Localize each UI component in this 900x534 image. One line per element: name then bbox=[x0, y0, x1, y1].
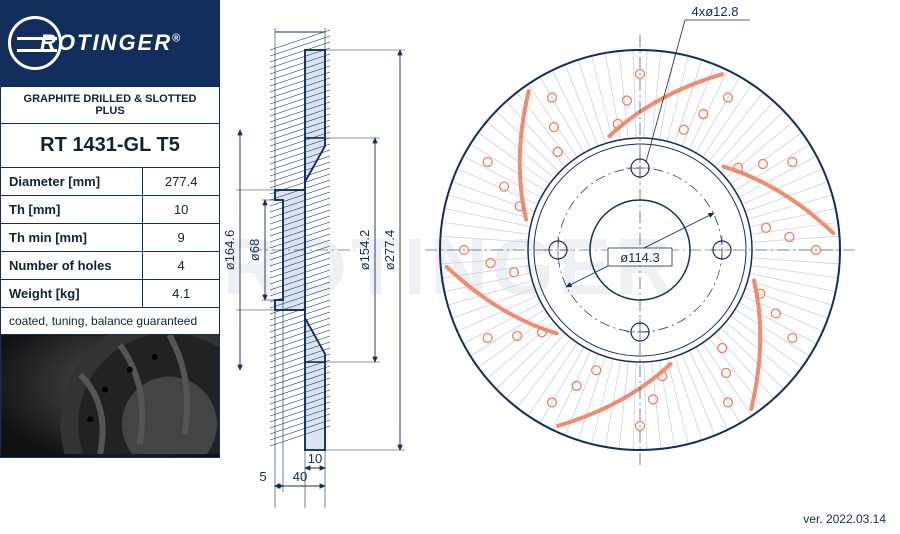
brand-logo-icon bbox=[8, 16, 62, 70]
table-row: Weight [kg]4.1 bbox=[1, 280, 220, 308]
table-row: Number of holes4 bbox=[1, 252, 220, 280]
svg-text:10: 10 bbox=[308, 451, 322, 466]
product-image bbox=[1, 335, 220, 458]
spec-table: GRAPHITE DRILLED & SLOTTED PLUS RT 1431-… bbox=[0, 86, 220, 458]
spec-note: coated, tuning, balance guaranteed bbox=[1, 308, 220, 335]
svg-text:ø164.6: ø164.6 bbox=[222, 230, 237, 270]
table-row: Th min [mm]9 bbox=[1, 224, 220, 252]
svg-text:40: 40 bbox=[293, 469, 307, 484]
version: ver. 2022.03.14 bbox=[803, 512, 886, 526]
technical-drawing: ø277.4 ø154.2 ø164.6 ø68 1040 5 4xø12.8 ø114.3 bbox=[220, 0, 900, 534]
svg-text:ø277.4: ø277.4 bbox=[382, 230, 397, 270]
svg-text:ø68: ø68 bbox=[247, 239, 262, 261]
product-line: GRAPHITE DRILLED & SLOTTED PLUS bbox=[1, 87, 220, 124]
table-row: Th [mm]10 bbox=[1, 196, 220, 224]
side-view bbox=[250, 30, 355, 450]
spec-panel: ROTINGER® GRAPHITE DRILLED & SLOTTED PLU… bbox=[0, 0, 220, 458]
svg-text:ø114.3: ø114.3 bbox=[620, 250, 660, 265]
brand-logo: ROTINGER® bbox=[0, 0, 220, 86]
table-row: Diameter [mm]277.4 bbox=[1, 168, 220, 196]
svg-text:4xø12.8: 4xø12.8 bbox=[692, 4, 739, 19]
svg-text:5: 5 bbox=[259, 469, 266, 484]
part-number: RT 1431-GL T5 bbox=[1, 124, 220, 168]
svg-text:ø154.2: ø154.2 bbox=[357, 230, 372, 270]
